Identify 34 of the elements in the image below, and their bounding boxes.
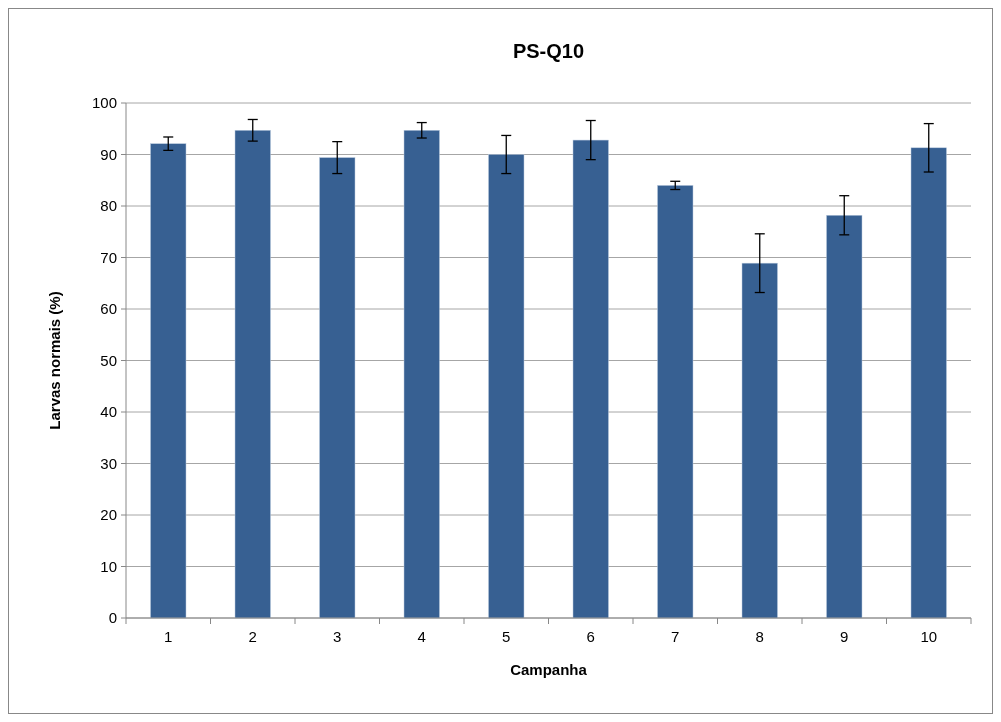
x-tick-label: 7 bbox=[671, 628, 680, 645]
bar bbox=[319, 157, 356, 619]
x-tick-label: 10 bbox=[920, 628, 938, 645]
y-tick-label: 90 bbox=[100, 145, 117, 163]
bar bbox=[150, 143, 187, 619]
x-tick-label: 8 bbox=[755, 628, 764, 645]
y-tick-label: 50 bbox=[100, 351, 117, 369]
bar bbox=[234, 130, 271, 619]
bar bbox=[488, 154, 525, 619]
x-tick-label: 3 bbox=[333, 628, 342, 645]
y-tick-label: 70 bbox=[100, 248, 117, 266]
y-tick-label: 0 bbox=[108, 609, 117, 627]
bar bbox=[572, 139, 609, 619]
bar bbox=[826, 215, 863, 619]
x-tick-label: 4 bbox=[417, 628, 426, 645]
bar bbox=[657, 185, 694, 619]
bar bbox=[403, 130, 440, 619]
x-tick-label: 5 bbox=[502, 628, 511, 645]
x-tick-label: 2 bbox=[248, 628, 257, 645]
bar bbox=[741, 262, 778, 619]
y-axis-title: Larvas normais (%) bbox=[46, 291, 63, 430]
x-tick-label: 6 bbox=[586, 628, 595, 645]
y-tick-label: 80 bbox=[100, 197, 117, 215]
y-tick-label: 30 bbox=[100, 454, 117, 472]
y-tick-label: 10 bbox=[100, 557, 117, 575]
bar bbox=[910, 147, 947, 619]
x-tick-label: 1 bbox=[164, 628, 173, 645]
y-tick-label: 20 bbox=[100, 506, 117, 524]
x-axis-title: Campanha bbox=[510, 661, 588, 678]
y-tick-label: 100 bbox=[91, 94, 117, 112]
y-tick-label: 60 bbox=[100, 300, 117, 318]
chart-title: PS-Q10 bbox=[512, 40, 585, 62]
y-tick-label: 40 bbox=[100, 403, 117, 421]
x-tick-label: 9 bbox=[840, 628, 849, 645]
